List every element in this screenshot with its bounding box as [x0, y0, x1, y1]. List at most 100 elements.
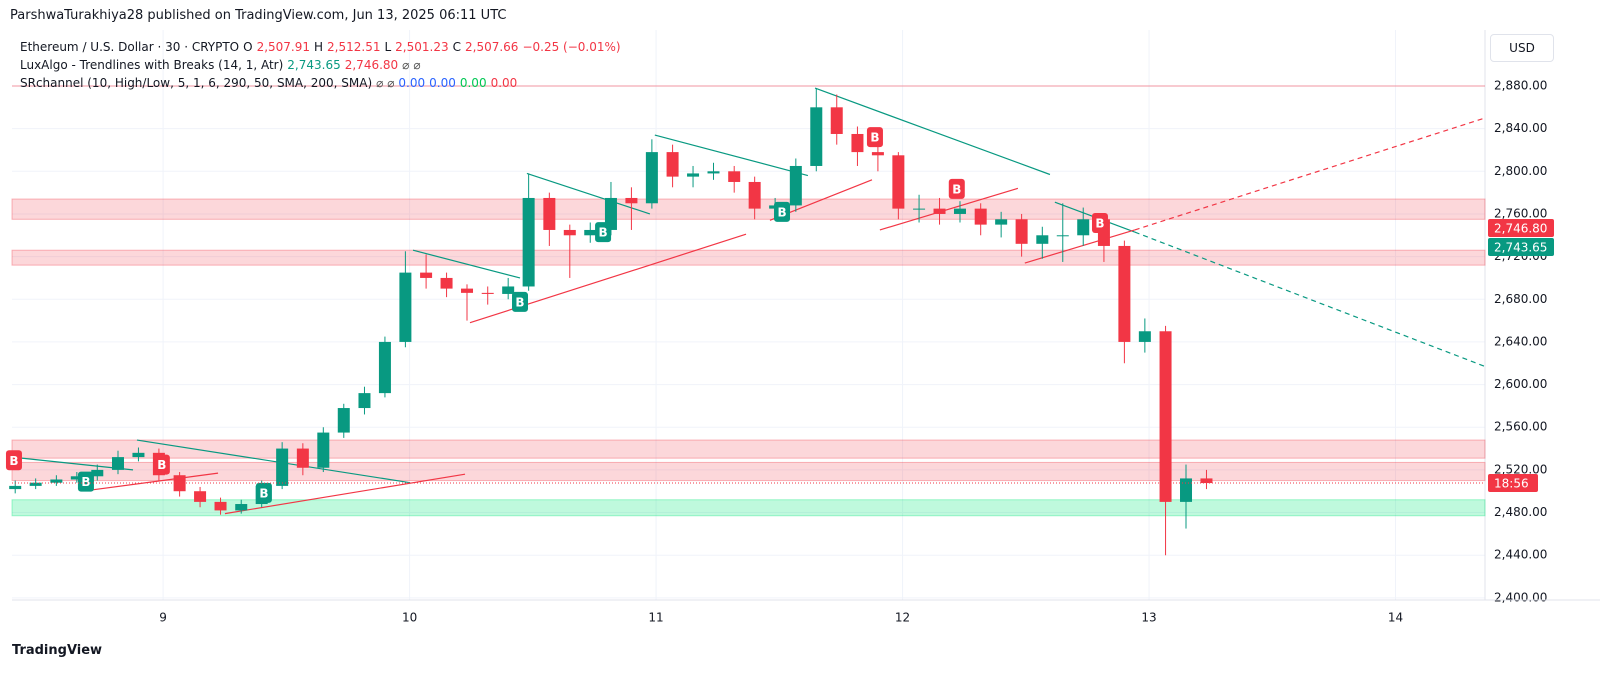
y-tick-label: 2,480.00 — [1494, 505, 1547, 519]
break-label: B — [952, 182, 961, 196]
sr-zone — [11, 499, 1486, 517]
candle-body — [953, 208, 966, 214]
ohlc-value: 2,507.66 — [465, 40, 519, 54]
candle-body — [194, 491, 207, 502]
candle-body — [1180, 478, 1193, 502]
candle-body — [892, 155, 905, 209]
break-label: B — [870, 131, 879, 145]
trendline — [1134, 117, 1486, 231]
candle-body — [851, 133, 864, 153]
break-label: B — [157, 458, 166, 472]
candle-body — [1200, 478, 1213, 484]
legend: Ethereum / U.S. Dollar · 30 · CRYPTO O 2,5… — [20, 38, 625, 92]
candle-body — [584, 229, 597, 236]
trendline — [412, 249, 521, 279]
countdown-badge — [1488, 474, 1538, 493]
candle-body — [337, 408, 350, 433]
candle-body — [707, 171, 720, 174]
candle-body — [50, 479, 63, 483]
trendline — [224, 473, 466, 515]
break-marker — [595, 222, 612, 243]
ohlc-key: C — [452, 40, 461, 54]
break-label: B — [1095, 217, 1104, 231]
candle-body — [111, 457, 124, 470]
candle-body — [91, 469, 104, 477]
candle-body — [645, 152, 658, 204]
change: −0.25 (−0.01%) — [522, 40, 621, 54]
x-tick-label: 11 — [648, 611, 663, 625]
candle-body — [132, 452, 145, 458]
break-label: B — [259, 486, 268, 500]
break-marker — [512, 291, 529, 312]
candle-body — [1036, 235, 1049, 244]
trendline — [879, 187, 1019, 231]
y-tick-label: 2,560.00 — [1494, 420, 1547, 434]
trendline — [89, 472, 219, 491]
x-tick-label: 14 — [1388, 611, 1403, 625]
trendline — [136, 439, 411, 484]
y-tick-label: 2,800.00 — [1494, 164, 1547, 178]
sr-zone — [11, 249, 1486, 266]
indicator-value: 0.00 — [429, 76, 456, 90]
candle-body — [728, 171, 741, 182]
y-tick-label: 2,640.00 — [1494, 334, 1547, 348]
candle-body — [913, 208, 926, 210]
trendline — [1024, 229, 1135, 264]
symbol: Ethereum / U.S. Dollar · 30 · CRYPTO — [20, 40, 240, 54]
candle-body — [789, 165, 802, 206]
candle-body — [871, 152, 884, 156]
sr-zone — [11, 198, 1486, 220]
publish-info: ParshwaTurakhiya28 published on TradingV… — [10, 8, 507, 23]
break-label: B — [81, 475, 90, 489]
candle-body — [440, 277, 453, 289]
candle-body — [666, 152, 679, 177]
y-tick-label: 2,440.00 — [1494, 548, 1547, 562]
candle-body — [1118, 245, 1131, 342]
break-marker — [255, 482, 272, 503]
candle-body — [933, 208, 946, 214]
indicator-value: 0.00 — [459, 76, 487, 90]
candle-body — [420, 272, 433, 278]
indicator-value: 0.00 — [398, 76, 426, 90]
break-marker — [774, 201, 791, 222]
break-marker — [77, 471, 94, 492]
break-marker — [1091, 213, 1108, 234]
price-badge — [1488, 219, 1554, 238]
candle-body — [70, 476, 83, 480]
y-tick-label: 2,760.00 — [1494, 206, 1547, 220]
indicator-value: ⌀ — [413, 58, 421, 72]
x-tick-label: 9 — [159, 611, 167, 625]
candle-body — [214, 501, 227, 511]
indicator: LuxAlgo - Trendlines with Breaks (14, 1,… — [20, 58, 284, 72]
ohlc-key: O — [243, 40, 253, 54]
indicator-value: 0.00 — [490, 76, 518, 90]
ohlc-key: H — [314, 40, 324, 54]
candle-body — [830, 107, 843, 134]
price-badge-label: 2,746.80 — [1494, 222, 1547, 236]
ohlc-value: 2,501.23 — [395, 40, 449, 54]
candle-body — [9, 485, 22, 490]
ohlc-key: L — [384, 40, 392, 54]
legend-row: SRchannel (10, High/Low, 5, 1, 6, 290, 5… — [20, 74, 625, 92]
candle-body — [358, 393, 371, 409]
candle-body — [235, 504, 248, 511]
candle-body — [1138, 331, 1151, 342]
candle-body — [1159, 331, 1172, 502]
price-badge — [1488, 238, 1554, 257]
x-tick-label: 10 — [402, 611, 417, 625]
candle-body — [1077, 219, 1090, 236]
price-badge-label: 2,743.65 — [1494, 241, 1547, 255]
candle-body — [625, 197, 638, 204]
y-tick-label: 2,840.00 — [1494, 121, 1547, 135]
candle-body — [563, 229, 576, 236]
y-tick-label: 2,520.00 — [1494, 462, 1547, 476]
currency-button[interactable]: USD — [1490, 34, 1554, 62]
candle-body — [317, 432, 330, 468]
x-tick-label: 12 — [895, 611, 910, 625]
break-label: B — [598, 226, 607, 240]
break-marker — [153, 454, 170, 475]
indicator: SRchannel (10, High/Low, 5, 1, 6, 290, 5… — [20, 76, 373, 90]
candle-body — [522, 197, 535, 287]
candle-body — [276, 448, 289, 486]
